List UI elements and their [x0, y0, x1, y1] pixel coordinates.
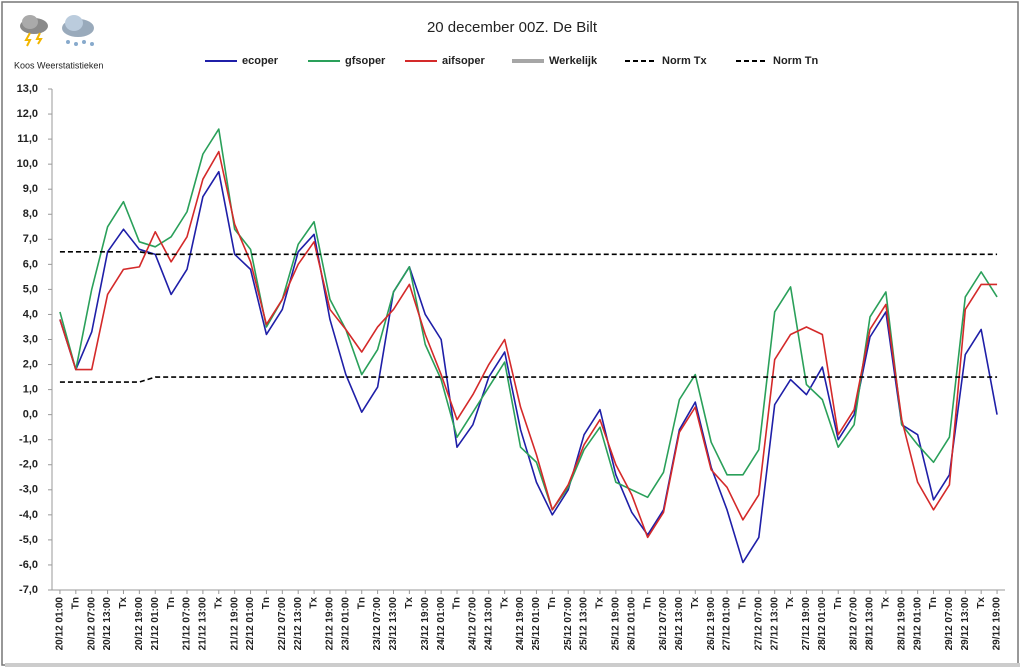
y-tick-label: 12,0	[17, 108, 38, 120]
x-tick-label: 25/12 07:00	[563, 597, 574, 651]
x-tick-label: Tx	[213, 597, 224, 609]
y-tick-label: 7,0	[23, 233, 38, 245]
series-line	[59, 251, 998, 256]
x-tick-label: 27/12 07:00	[753, 597, 764, 651]
x-tick-label: 29/12 19:00	[992, 597, 1003, 651]
x-tick-label: 25/12 13:00	[579, 597, 590, 651]
x-tick-label: 24/12 01:00	[436, 597, 447, 651]
x-tick-label: 28/12 19:00	[896, 597, 907, 651]
x-tick-label: 21/12 01:00	[150, 597, 161, 651]
legend-label: gfsoper	[345, 55, 386, 67]
x-tick-label: Tn	[642, 597, 653, 609]
x-tick-label: 24/12 13:00	[483, 597, 494, 651]
x-tick-label: Tx	[785, 597, 796, 609]
x-tick-label: Tn	[452, 597, 463, 609]
x-tick-label: 26/12 07:00	[658, 597, 669, 651]
brand: Koos Weerstatistieken	[14, 60, 103, 70]
y-tick-label: -6,0	[19, 559, 38, 571]
x-tick-label: 22/12 13:00	[293, 597, 304, 651]
x-tick-label: Tx	[499, 597, 510, 609]
legend-label: Norm Tn	[773, 55, 819, 67]
x-tick-label: 22/12 01:00	[245, 597, 256, 651]
x-tick-label: Tn	[928, 597, 939, 609]
y-tick-label: -2,0	[19, 459, 38, 471]
x-tick-label: Tx	[595, 597, 606, 609]
y-tick-label: 2,0	[23, 358, 38, 370]
y-tick-label: 8,0	[23, 208, 38, 220]
x-tick-label: 27/12 19:00	[801, 597, 812, 651]
x-tick-label: 28/12 13:00	[865, 597, 876, 651]
series-line	[59, 376, 998, 383]
x-tick-label: Tx	[881, 597, 892, 609]
x-tick-label: 27/12 01:00	[722, 597, 733, 651]
y-tick-label: 9,0	[23, 183, 38, 195]
x-tick-label: Tx	[976, 597, 987, 609]
x-tick-label: 26/12 01:00	[626, 597, 637, 651]
y-tick-label: -1,0	[19, 434, 38, 446]
x-tick-label: 23/12 19:00	[420, 597, 431, 651]
x-tick-label: 20/12 19:00	[134, 597, 145, 651]
y-tick-label: -4,0	[19, 509, 38, 521]
x-tick-label: Tn	[356, 597, 367, 609]
x-tick-label: Tn	[833, 597, 844, 609]
y-tick-label: 3,0	[23, 333, 38, 345]
x-tick-label: 21/12 07:00	[182, 597, 193, 651]
x-tick-label: 29/12 01:00	[912, 597, 923, 651]
x-tick-label: 28/12 07:00	[849, 597, 860, 651]
x-tick-label: 24/12 19:00	[515, 597, 526, 651]
legend-label: Werkelijk	[549, 55, 598, 67]
x-tick-label: 27/12 13:00	[769, 597, 780, 651]
x-tick-label: 23/12 01:00	[340, 597, 351, 651]
y-tick-label: 10,0	[17, 158, 38, 170]
x-tick-label: 20/12 01:00	[55, 597, 66, 651]
y-tick-label: -3,0	[19, 484, 38, 496]
y-tick-label: -7,0	[19, 584, 38, 596]
x-tick-label: Tn	[261, 597, 272, 609]
x-tick-label: 26/12 19:00	[706, 597, 717, 651]
x-tick-label: 22/12 19:00	[325, 597, 336, 651]
x-tick-label: 21/12 19:00	[229, 597, 240, 651]
x-tick-label: 22/12 07:00	[277, 597, 288, 651]
x-tick-label: 25/12 19:00	[610, 597, 621, 651]
frame-shadow	[5, 663, 1020, 667]
x-tick-label: Tn	[166, 597, 177, 609]
x-tick-label: 28/12 01:00	[817, 597, 828, 651]
legend-label: Norm Tx	[662, 55, 708, 67]
y-tick-label: -5,0	[19, 534, 38, 546]
x-tick-label: 21/12 13:00	[198, 597, 209, 651]
series-line	[59, 128, 998, 511]
x-tick-label: 23/12 13:00	[388, 597, 399, 651]
chart-title: 20 december 00Z. De Bilt	[427, 19, 598, 36]
x-tick-label: 29/12 07:00	[944, 597, 955, 651]
x-tick-label: Tx	[404, 597, 415, 609]
x-tick-label: 23/12 07:00	[372, 597, 383, 651]
y-tick-label: 0,0	[23, 409, 38, 421]
x-tick-label: Tx	[690, 597, 701, 609]
legend-label: aifsoper	[442, 55, 486, 67]
x-tick-label: 20/12 07:00	[86, 597, 97, 651]
x-tick-label: Tx	[309, 597, 320, 609]
y-tick-label: 13,0	[17, 83, 38, 95]
x-tick-label: Tn	[738, 597, 749, 609]
x-tick-label: 26/12 13:00	[674, 597, 685, 651]
series-line	[59, 170, 998, 564]
x-tick-label: 25/12 01:00	[531, 597, 542, 651]
x-tick-label: Tn	[547, 597, 558, 609]
legend-label: ecoper	[242, 55, 279, 67]
y-tick-label: 6,0	[23, 258, 38, 270]
y-tick-label: 1,0	[23, 384, 38, 396]
x-tick-label: 20/12 13:00	[102, 597, 113, 651]
x-tick-label: Tx	[118, 597, 129, 609]
x-tick-label: Tn	[70, 597, 81, 609]
series-line	[59, 150, 998, 539]
y-tick-label: 11,0	[17, 133, 38, 145]
weather-icons	[20, 15, 94, 47]
y-tick-label: 5,0	[23, 283, 38, 295]
y-tick-label: 4,0	[23, 308, 38, 320]
x-tick-label: 24/12 07:00	[468, 597, 479, 651]
x-tick-label: 29/12 13:00	[960, 597, 971, 651]
